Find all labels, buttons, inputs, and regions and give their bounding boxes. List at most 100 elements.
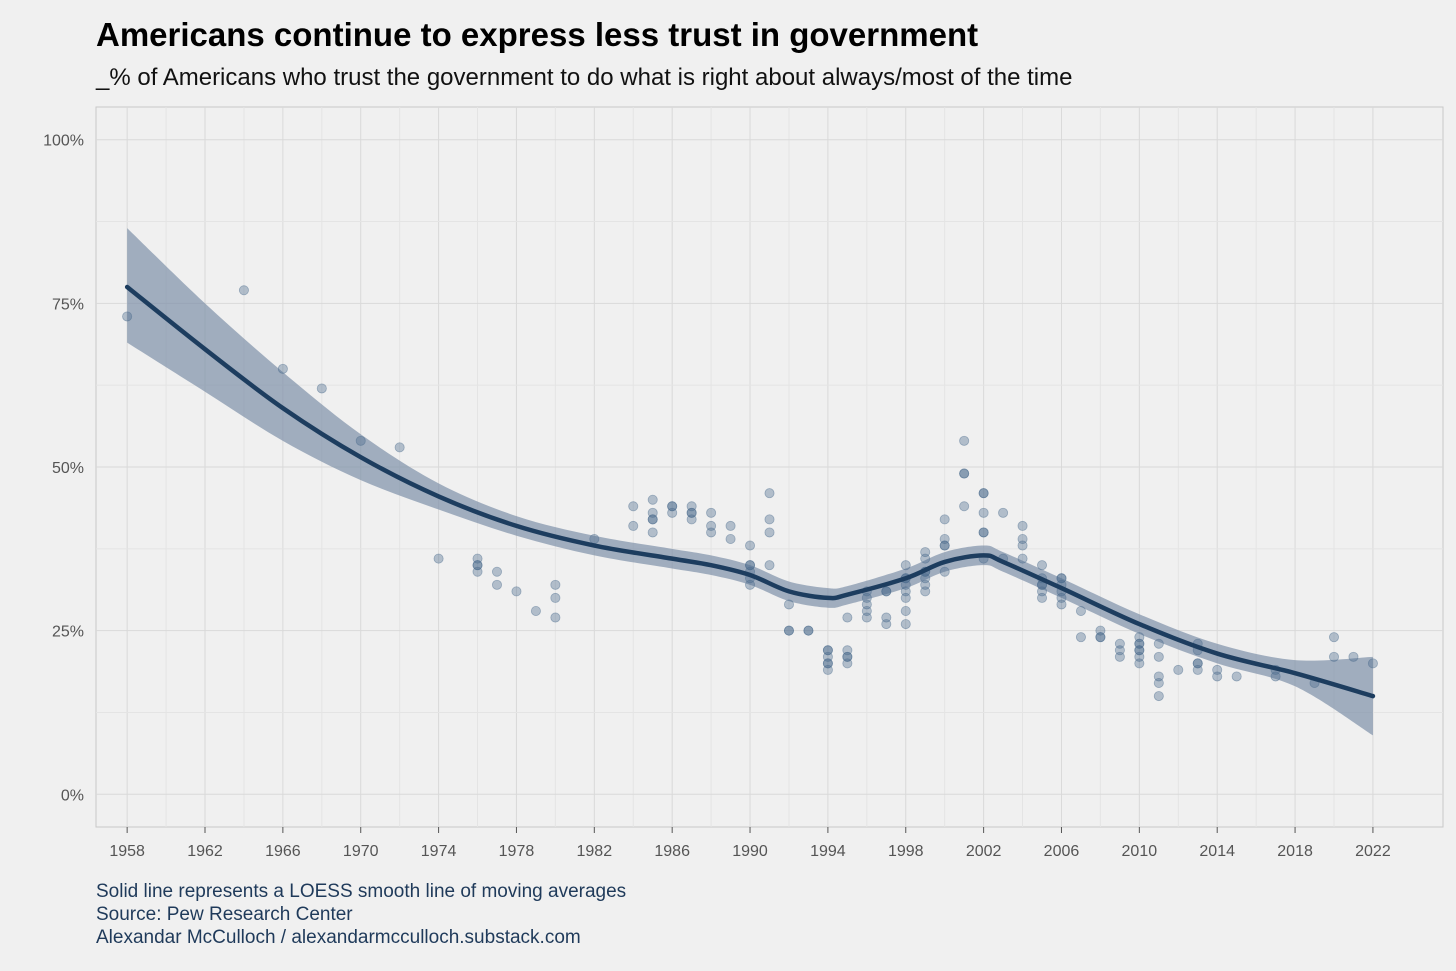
data-point <box>764 560 775 571</box>
x-tick-label: 1978 <box>499 843 535 860</box>
data-point <box>803 625 814 636</box>
data-point <box>1075 606 1086 617</box>
data-point <box>238 285 249 296</box>
chart-title: Americans continue to express less trust… <box>96 16 979 53</box>
data-point <box>725 534 736 545</box>
data-point <box>842 651 853 662</box>
data-point <box>1017 553 1028 564</box>
data-point <box>530 606 541 617</box>
data-point <box>803 625 814 636</box>
x-tick-label: 1958 <box>109 843 145 860</box>
data-point <box>706 520 717 531</box>
data-point <box>1037 586 1048 597</box>
data-point <box>550 612 561 623</box>
data-point <box>881 586 892 597</box>
data-point <box>122 311 133 322</box>
data-point <box>900 560 911 571</box>
data-point <box>1153 638 1164 649</box>
data-point <box>1114 638 1125 649</box>
data-point <box>394 442 405 453</box>
data-point <box>783 599 794 610</box>
data-point <box>842 612 853 623</box>
data-point <box>1056 573 1067 584</box>
data-point <box>491 579 502 590</box>
x-axis-ticks: 1958 1962 1966 1970 1974 1978 1982 1986 1990 1994… <box>109 827 1391 860</box>
y-tick-label: 0% <box>61 787 84 804</box>
data-point <box>1134 645 1145 656</box>
data-point <box>939 534 950 545</box>
data-point <box>472 560 483 571</box>
data-point <box>978 507 989 518</box>
data-point <box>959 468 970 479</box>
x-tick-label: 1974 <box>421 843 457 860</box>
data-point <box>881 612 892 623</box>
data-point <box>1153 671 1164 682</box>
data-point <box>1134 638 1145 649</box>
data-point <box>1212 664 1223 675</box>
confidence-band-layer <box>127 228 1373 736</box>
confidence-band <box>127 228 1373 736</box>
x-tick-label: 2022 <box>1355 843 1391 860</box>
data-point <box>667 501 678 512</box>
data-point <box>1134 651 1145 662</box>
data-point <box>959 501 970 512</box>
data-point <box>355 435 366 446</box>
data-point <box>1328 651 1339 662</box>
data-point <box>550 579 561 590</box>
data-point <box>764 527 775 538</box>
data-point <box>667 501 678 512</box>
x-tick-label: 1982 <box>577 843 613 860</box>
data-point <box>1095 632 1106 643</box>
data-point <box>745 579 756 590</box>
data-point <box>920 579 931 590</box>
data-point <box>1056 573 1067 584</box>
loess-line <box>124 284 1376 699</box>
x-tick-label: 1966 <box>265 843 301 860</box>
data-point <box>1095 632 1106 643</box>
data-point <box>1095 625 1106 636</box>
data-point <box>1192 664 1203 675</box>
data-point <box>861 612 872 623</box>
caption-source: Source: Pew Research Center <box>96 904 353 925</box>
data-point <box>706 527 717 538</box>
data-point <box>900 586 911 597</box>
data-point <box>706 507 717 518</box>
x-tick-label: 2006 <box>1044 843 1080 860</box>
data-point <box>861 606 872 617</box>
data-point <box>1134 658 1145 669</box>
data-point <box>686 514 697 525</box>
data-point <box>745 560 756 571</box>
data-point <box>783 625 794 636</box>
data-point <box>1153 691 1164 702</box>
data-point <box>1192 658 1203 669</box>
data-point <box>1328 632 1339 643</box>
y-tick-label: 75% <box>52 296 84 313</box>
data-point <box>978 527 989 538</box>
loess-line-layer <box>124 284 1376 699</box>
data-point <box>1114 645 1125 656</box>
data-point <box>822 645 833 656</box>
data-point <box>1017 540 1028 551</box>
data-point <box>783 625 794 636</box>
data-point <box>589 534 600 545</box>
data-point <box>1056 599 1067 610</box>
data-point <box>1367 658 1378 669</box>
y-tick-label: 25% <box>52 624 84 641</box>
data-point <box>1037 560 1048 571</box>
data-point <box>686 507 697 518</box>
data-point <box>1212 671 1223 682</box>
data-point <box>978 527 989 538</box>
x-tick-label: 2014 <box>1199 843 1235 860</box>
x-tick-label: 2018 <box>1277 843 1313 860</box>
data-point <box>822 658 833 669</box>
data-point <box>1017 520 1028 531</box>
data-point <box>900 619 911 630</box>
data-point <box>472 553 483 564</box>
data-point <box>764 514 775 525</box>
data-point <box>861 592 872 603</box>
x-tick-label: 1990 <box>732 843 768 860</box>
data-point <box>842 651 853 662</box>
data-point <box>1348 651 1359 662</box>
data-point <box>959 435 970 446</box>
data-point <box>725 520 736 531</box>
